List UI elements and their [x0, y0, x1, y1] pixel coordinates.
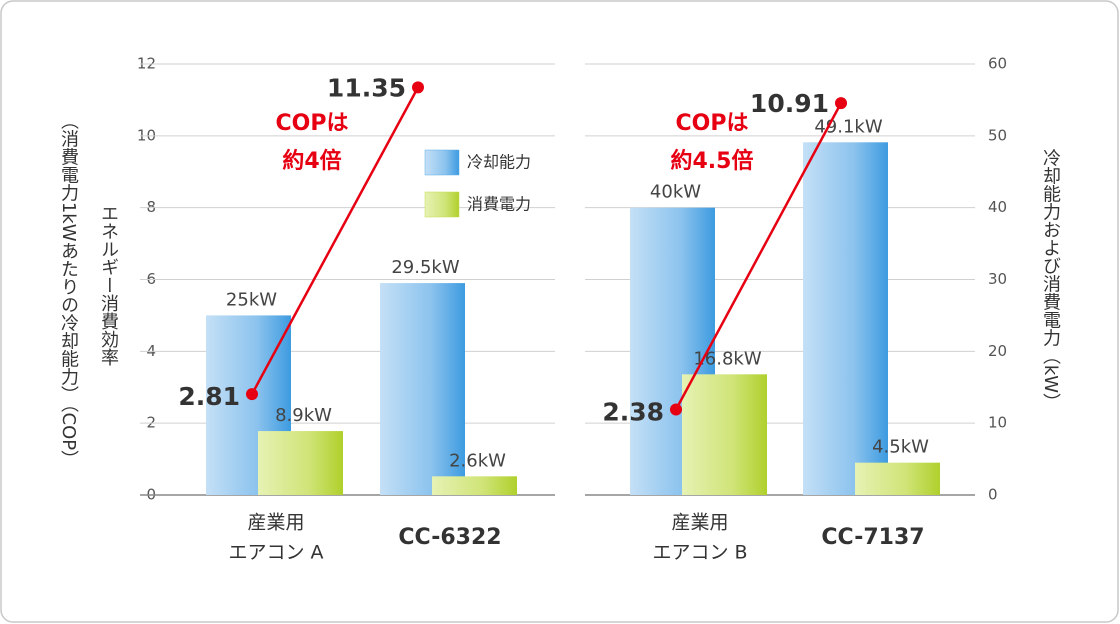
- bar: [855, 462, 940, 495]
- x-tick-label: 産業用: [671, 512, 728, 534]
- annotation: 約4倍: [282, 148, 341, 174]
- cop-label: 11.35: [327, 73, 406, 102]
- annotation: COPは: [276, 111, 349, 136]
- bar: [432, 476, 517, 495]
- y2-tick-label: 50: [988, 126, 1007, 144]
- y2-tick-label: 40: [988, 198, 1007, 216]
- x-tick-label: エアコン A: [228, 542, 323, 564]
- cop-point: [412, 81, 424, 94]
- legend-swatch: [424, 191, 460, 218]
- cop-line: [250, 86, 420, 395]
- annotation: COPは: [676, 111, 749, 136]
- cop-label: 2.81: [178, 382, 240, 411]
- bar: [682, 374, 767, 495]
- bar: [803, 142, 888, 495]
- y-axis-title: エネルギー消費効率: [98, 204, 119, 366]
- legend-label: 冷却能力: [467, 153, 531, 172]
- annotation: 約4.5倍: [671, 148, 754, 174]
- value-label: 25kW: [226, 289, 277, 310]
- cop-label: 2.38: [602, 398, 664, 427]
- x-tick-label: 産業用: [247, 512, 304, 534]
- y2-tick-label: 20: [988, 342, 1007, 360]
- cop-point: [835, 97, 847, 110]
- value-label: 29.5kW: [391, 257, 460, 278]
- bar: [380, 283, 465, 495]
- x-tick-label: CC-6322: [398, 525, 501, 550]
- value-label: 16.8kW: [693, 348, 762, 369]
- y2-tick-label: 60: [988, 55, 1007, 73]
- y2-tick-label: 30: [988, 270, 1007, 288]
- cop-line: [674, 102, 843, 411]
- x-tick-label: エアコン B: [652, 542, 747, 564]
- cop-point: [670, 403, 682, 416]
- y2-tick-label: 0: [988, 486, 998, 504]
- x-tick-label: CC-7137: [821, 525, 924, 550]
- value-label: 2.6kW: [449, 450, 506, 471]
- cop-point: [246, 388, 258, 401]
- cop-label: 10.91: [750, 89, 829, 118]
- y-axis-title: （消費電力1kWあたりの冷却能力）（COP）: [58, 112, 79, 468]
- legend-swatch: [424, 149, 460, 176]
- value-label: 40kW: [650, 182, 701, 203]
- y2-axis-title: 冷却能力および消費電力（kW）: [1040, 149, 1061, 411]
- bar: [258, 431, 343, 495]
- value-label: 4.5kW: [872, 437, 929, 458]
- legend-label: 消費電力: [467, 195, 531, 214]
- value-label: 8.9kW: [275, 405, 332, 426]
- y2-tick-label: 10: [988, 414, 1007, 432]
